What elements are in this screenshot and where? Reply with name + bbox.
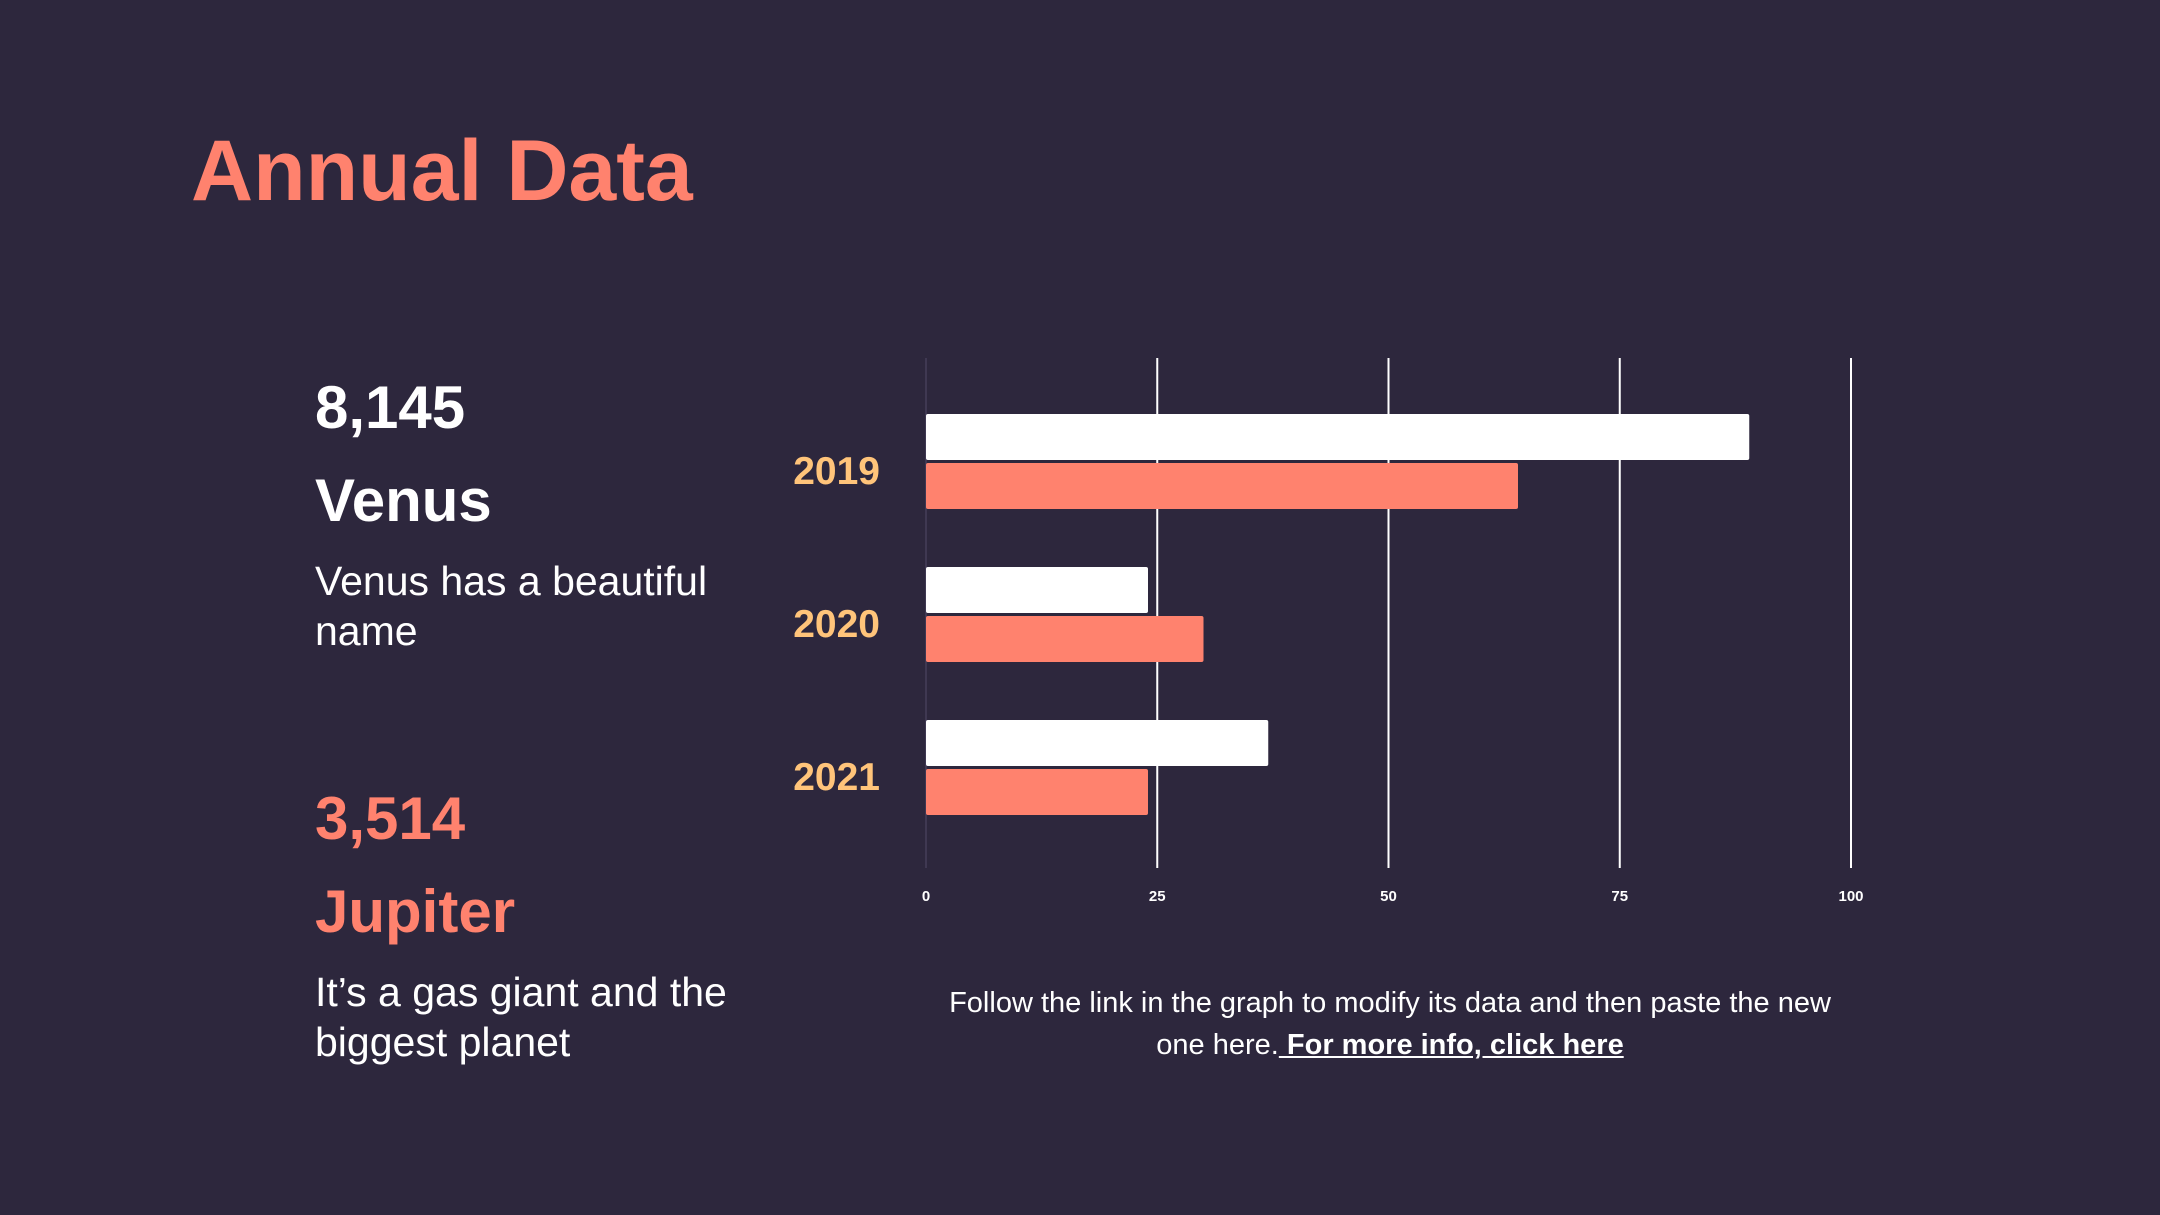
bar-2019-series-1 [926, 414, 1750, 460]
x-tick-label-25: 25 [1149, 888, 1166, 905]
venus-stat-description: Venus has a beautiful name [315, 558, 708, 654]
x-tick-label-75: 75 [1611, 888, 1628, 905]
jupiter-stat-number: 3,514 [315, 785, 466, 852]
bar-2020-series-2 [926, 616, 1204, 662]
x-tick-label-100: 100 [1838, 888, 1863, 905]
jupiter-stat-description: It’s a gas giant and the biggest planet [315, 969, 727, 1065]
jupiter-stat-name: Jupiter [315, 878, 516, 945]
venus-stat-name: Venus [315, 467, 492, 534]
caption-text: Follow the link in the graph to modify i… [949, 987, 1831, 1061]
x-tick-label-50: 50 [1380, 888, 1397, 905]
more-info-link[interactable]: For more info, click here [1278, 1029, 1624, 1061]
bar-2020-series-1 [926, 567, 1148, 613]
category-label-2021: 2021 [793, 756, 880, 799]
page-title: Annual Data [191, 123, 693, 219]
bar-2021-series-2 [926, 769, 1148, 815]
bar-2019-series-2 [926, 463, 1518, 509]
chart-caption: Follow the link in the graph to modify i… [940, 982, 1840, 1066]
category-label-2019: 2019 [793, 450, 880, 493]
x-tick-label-0: 0 [922, 888, 930, 905]
bar-2021-series-1 [926, 720, 1269, 766]
venus-stat-number: 8,145 [315, 374, 466, 441]
category-label-2020: 2020 [793, 603, 880, 646]
